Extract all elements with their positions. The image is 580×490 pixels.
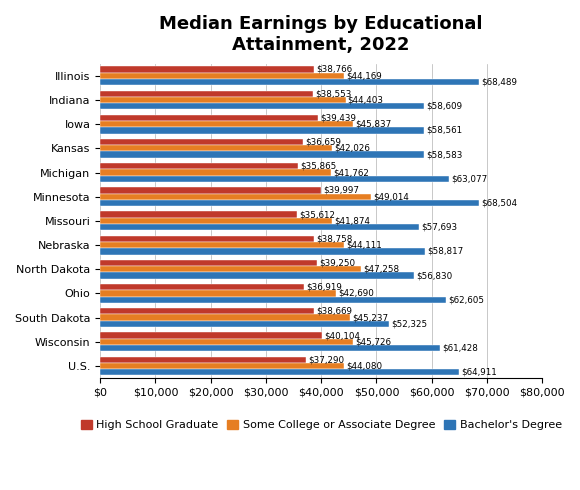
Bar xyxy=(100,260,317,266)
Text: $39,439: $39,439 xyxy=(320,113,356,122)
Bar xyxy=(100,194,371,200)
Bar xyxy=(100,91,313,97)
Text: $58,561: $58,561 xyxy=(426,126,462,135)
Text: $52,325: $52,325 xyxy=(392,319,427,328)
Bar xyxy=(100,284,304,290)
Text: $58,583: $58,583 xyxy=(426,150,462,159)
Text: $44,111: $44,111 xyxy=(346,241,382,249)
Text: $39,250: $39,250 xyxy=(319,258,356,268)
Bar xyxy=(100,139,303,145)
Text: $44,403: $44,403 xyxy=(348,96,384,104)
Text: $42,026: $42,026 xyxy=(335,144,371,153)
Text: $62,605: $62,605 xyxy=(448,295,484,304)
Text: $57,693: $57,693 xyxy=(421,222,457,232)
Text: $64,911: $64,911 xyxy=(461,368,497,377)
Text: $40,104: $40,104 xyxy=(324,331,360,340)
Bar xyxy=(100,236,314,242)
Bar xyxy=(100,242,344,248)
Bar xyxy=(100,163,298,170)
Legend: High School Graduate, Some College or Associate Degree, Bachelor's Degree: High School Graduate, Some College or As… xyxy=(76,415,566,435)
Bar xyxy=(100,218,332,224)
Text: $36,919: $36,919 xyxy=(306,283,342,292)
Bar xyxy=(100,145,332,151)
Bar xyxy=(100,187,321,194)
Text: $38,758: $38,758 xyxy=(317,234,353,243)
Text: $63,077: $63,077 xyxy=(451,174,487,183)
Bar xyxy=(100,272,414,279)
Bar xyxy=(100,357,306,363)
Text: $56,830: $56,830 xyxy=(416,271,452,280)
Bar xyxy=(100,115,318,121)
Text: $38,766: $38,766 xyxy=(317,65,353,74)
Bar xyxy=(100,66,314,73)
Text: $38,669: $38,669 xyxy=(316,307,352,316)
Text: $45,726: $45,726 xyxy=(355,337,391,346)
Text: $68,504: $68,504 xyxy=(481,198,517,207)
Bar xyxy=(100,103,424,109)
Bar xyxy=(100,266,361,272)
Text: $58,609: $58,609 xyxy=(426,102,462,111)
Bar xyxy=(100,332,322,339)
Bar xyxy=(100,97,346,103)
Text: $37,290: $37,290 xyxy=(309,355,345,364)
Text: $44,169: $44,169 xyxy=(346,71,382,80)
Text: $42,690: $42,690 xyxy=(338,289,374,298)
Bar xyxy=(100,345,440,351)
Bar xyxy=(100,212,297,218)
Bar xyxy=(100,121,353,127)
Text: $49,014: $49,014 xyxy=(373,192,409,201)
Text: $35,612: $35,612 xyxy=(299,210,335,219)
Text: $41,874: $41,874 xyxy=(334,217,370,225)
Bar xyxy=(100,79,478,85)
Text: $61,428: $61,428 xyxy=(442,343,478,353)
Bar xyxy=(100,290,336,296)
Bar xyxy=(100,369,459,375)
Bar xyxy=(100,127,424,134)
Bar xyxy=(100,315,350,321)
Bar xyxy=(100,170,331,175)
Bar xyxy=(100,200,478,206)
Bar xyxy=(100,339,353,345)
Bar xyxy=(100,175,449,182)
Text: $45,237: $45,237 xyxy=(352,313,389,322)
Bar xyxy=(100,151,424,158)
Bar xyxy=(100,308,314,315)
Text: $58,817: $58,817 xyxy=(427,247,463,256)
Text: $44,080: $44,080 xyxy=(346,362,382,370)
Bar xyxy=(100,363,344,369)
Title: Median Earnings by Educational
Attainment, 2022: Median Earnings by Educational Attainmen… xyxy=(160,15,483,54)
Text: $38,553: $38,553 xyxy=(316,89,352,98)
Text: $41,762: $41,762 xyxy=(333,168,369,177)
Bar xyxy=(100,248,425,254)
Text: $47,258: $47,258 xyxy=(364,265,400,274)
Text: $36,659: $36,659 xyxy=(305,138,341,147)
Text: $39,997: $39,997 xyxy=(324,186,360,195)
Bar xyxy=(100,321,389,327)
Bar xyxy=(100,296,446,303)
Text: $45,837: $45,837 xyxy=(356,120,392,129)
Bar xyxy=(100,73,345,79)
Bar xyxy=(100,224,419,230)
Text: $35,865: $35,865 xyxy=(300,162,337,171)
Text: $68,489: $68,489 xyxy=(481,77,517,87)
